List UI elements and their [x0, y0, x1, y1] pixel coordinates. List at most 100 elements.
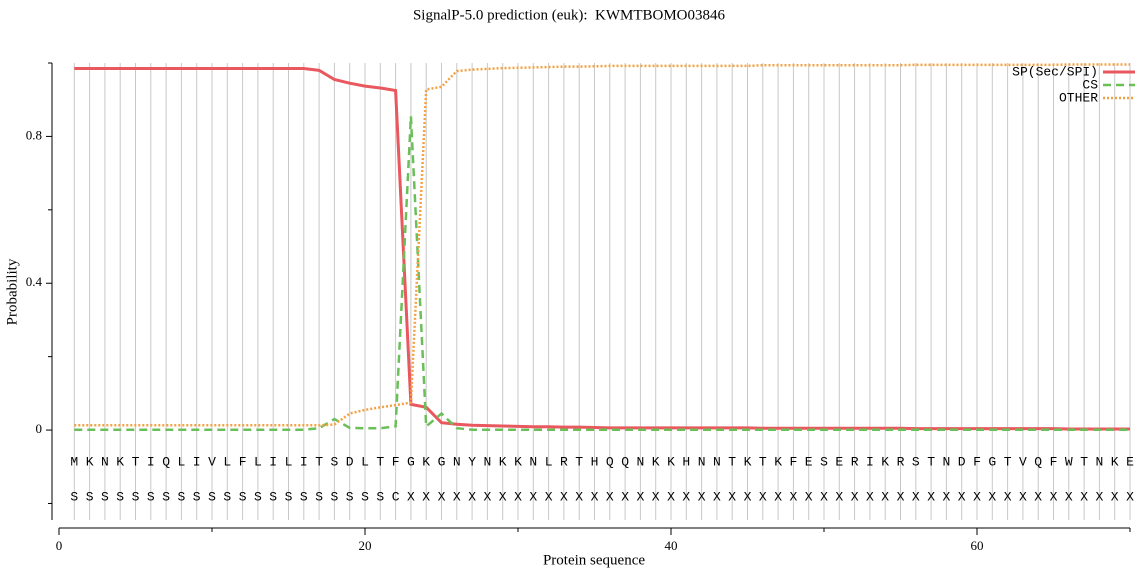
predicted-label: S [147, 489, 155, 504]
predicted-label: X [942, 489, 950, 504]
predicted-label: X [744, 489, 752, 504]
predicted-label: X [988, 489, 996, 504]
legend-label: CS [1082, 77, 1098, 92]
predicted-label: X [514, 489, 522, 504]
predicted-label: X [958, 489, 966, 504]
predicted-label: X [1050, 489, 1058, 504]
predicted-label: X [1111, 489, 1119, 504]
residue: R [897, 454, 905, 469]
residue: T [1080, 454, 1088, 469]
residue: L [361, 454, 369, 469]
predicted-label: X [652, 489, 660, 504]
residue: N [713, 454, 721, 469]
predicted-label: X [820, 489, 828, 504]
residue: M [70, 454, 78, 469]
residue: F [973, 454, 981, 469]
residue: D [958, 454, 966, 469]
predicted-label: C [392, 489, 400, 504]
residue: W [1065, 454, 1073, 469]
residue: Q [162, 454, 170, 469]
predicted-label: X [1126, 489, 1134, 504]
predicted-label: S [254, 489, 262, 504]
predicted-label: X [912, 489, 920, 504]
predicted-label: X [698, 489, 706, 504]
residue: T [315, 454, 323, 469]
residue: N [101, 454, 109, 469]
residue: N [483, 454, 491, 469]
predicted-label: S [223, 489, 231, 504]
predicted-label: X [835, 489, 843, 504]
y-tick-label: 0.4 [26, 274, 43, 289]
predicted-label: S [86, 489, 94, 504]
residue: L [177, 454, 185, 469]
residue: K [514, 454, 522, 469]
residue: L [545, 454, 553, 469]
residue: K [499, 454, 507, 469]
y-axis-label: Probability [4, 258, 20, 325]
residue: I [300, 454, 308, 469]
residue: L [285, 454, 293, 469]
predicted-label: X [728, 489, 736, 504]
predicted-label: X [575, 489, 583, 504]
residue: F [239, 454, 247, 469]
residue: K [774, 454, 782, 469]
series-line [74, 67, 1130, 431]
predicted-label: X [789, 489, 797, 504]
residue: I [147, 454, 155, 469]
predicted-label: X [453, 489, 461, 504]
residue: G [988, 454, 996, 469]
residue: S [912, 454, 920, 469]
predicted-label: X [1065, 489, 1073, 504]
predicted-label: S [269, 489, 277, 504]
residue: S [820, 454, 828, 469]
residue: N [698, 454, 706, 469]
predicted-label: X [1004, 489, 1012, 504]
residue: N [453, 454, 461, 469]
predicted-label: X [667, 489, 675, 504]
residue: S [330, 454, 338, 469]
residue: D [346, 454, 354, 469]
predicted-label: X [805, 489, 813, 504]
residue: F [789, 454, 797, 469]
series-line [74, 116, 1130, 431]
residue: K [422, 454, 430, 469]
predicted-label: S [101, 489, 109, 504]
predicted-label: X [499, 489, 507, 504]
residue: T [728, 454, 736, 469]
residue: E [805, 454, 813, 469]
residue: K [1111, 454, 1119, 469]
residue: E [1126, 454, 1134, 469]
residue: N [529, 454, 537, 469]
predicted-label: S [330, 489, 338, 504]
residue: Q [1034, 454, 1042, 469]
predicted-label: S [376, 489, 384, 504]
predicted-label: X [1034, 489, 1042, 504]
predicted-label: X [1019, 489, 1027, 504]
predicted-label: S [132, 489, 140, 504]
residue: T [927, 454, 935, 469]
predicted-label: X [759, 489, 767, 504]
predicted-label: X [438, 489, 446, 504]
residue: K [744, 454, 752, 469]
residue: N [1095, 454, 1103, 469]
residue: I [866, 454, 874, 469]
residue: E [835, 454, 843, 469]
residue: I [193, 454, 201, 469]
predicted-label: S [162, 489, 170, 504]
predicted-label: X [591, 489, 599, 504]
predicted-label: X [897, 489, 905, 504]
residue: T [759, 454, 767, 469]
legend-label: OTHER [1059, 90, 1098, 105]
predicted-label: X [407, 489, 415, 504]
residue: Q [621, 454, 629, 469]
residue: Y [468, 454, 476, 469]
residue: L [223, 454, 231, 469]
residue: T [1004, 454, 1012, 469]
predicted-label: X [468, 489, 476, 504]
predicted-label: X [774, 489, 782, 504]
predicted-label: X [851, 489, 859, 504]
residue: K [86, 454, 94, 469]
residue: T [132, 454, 140, 469]
predicted-label: X [927, 489, 935, 504]
